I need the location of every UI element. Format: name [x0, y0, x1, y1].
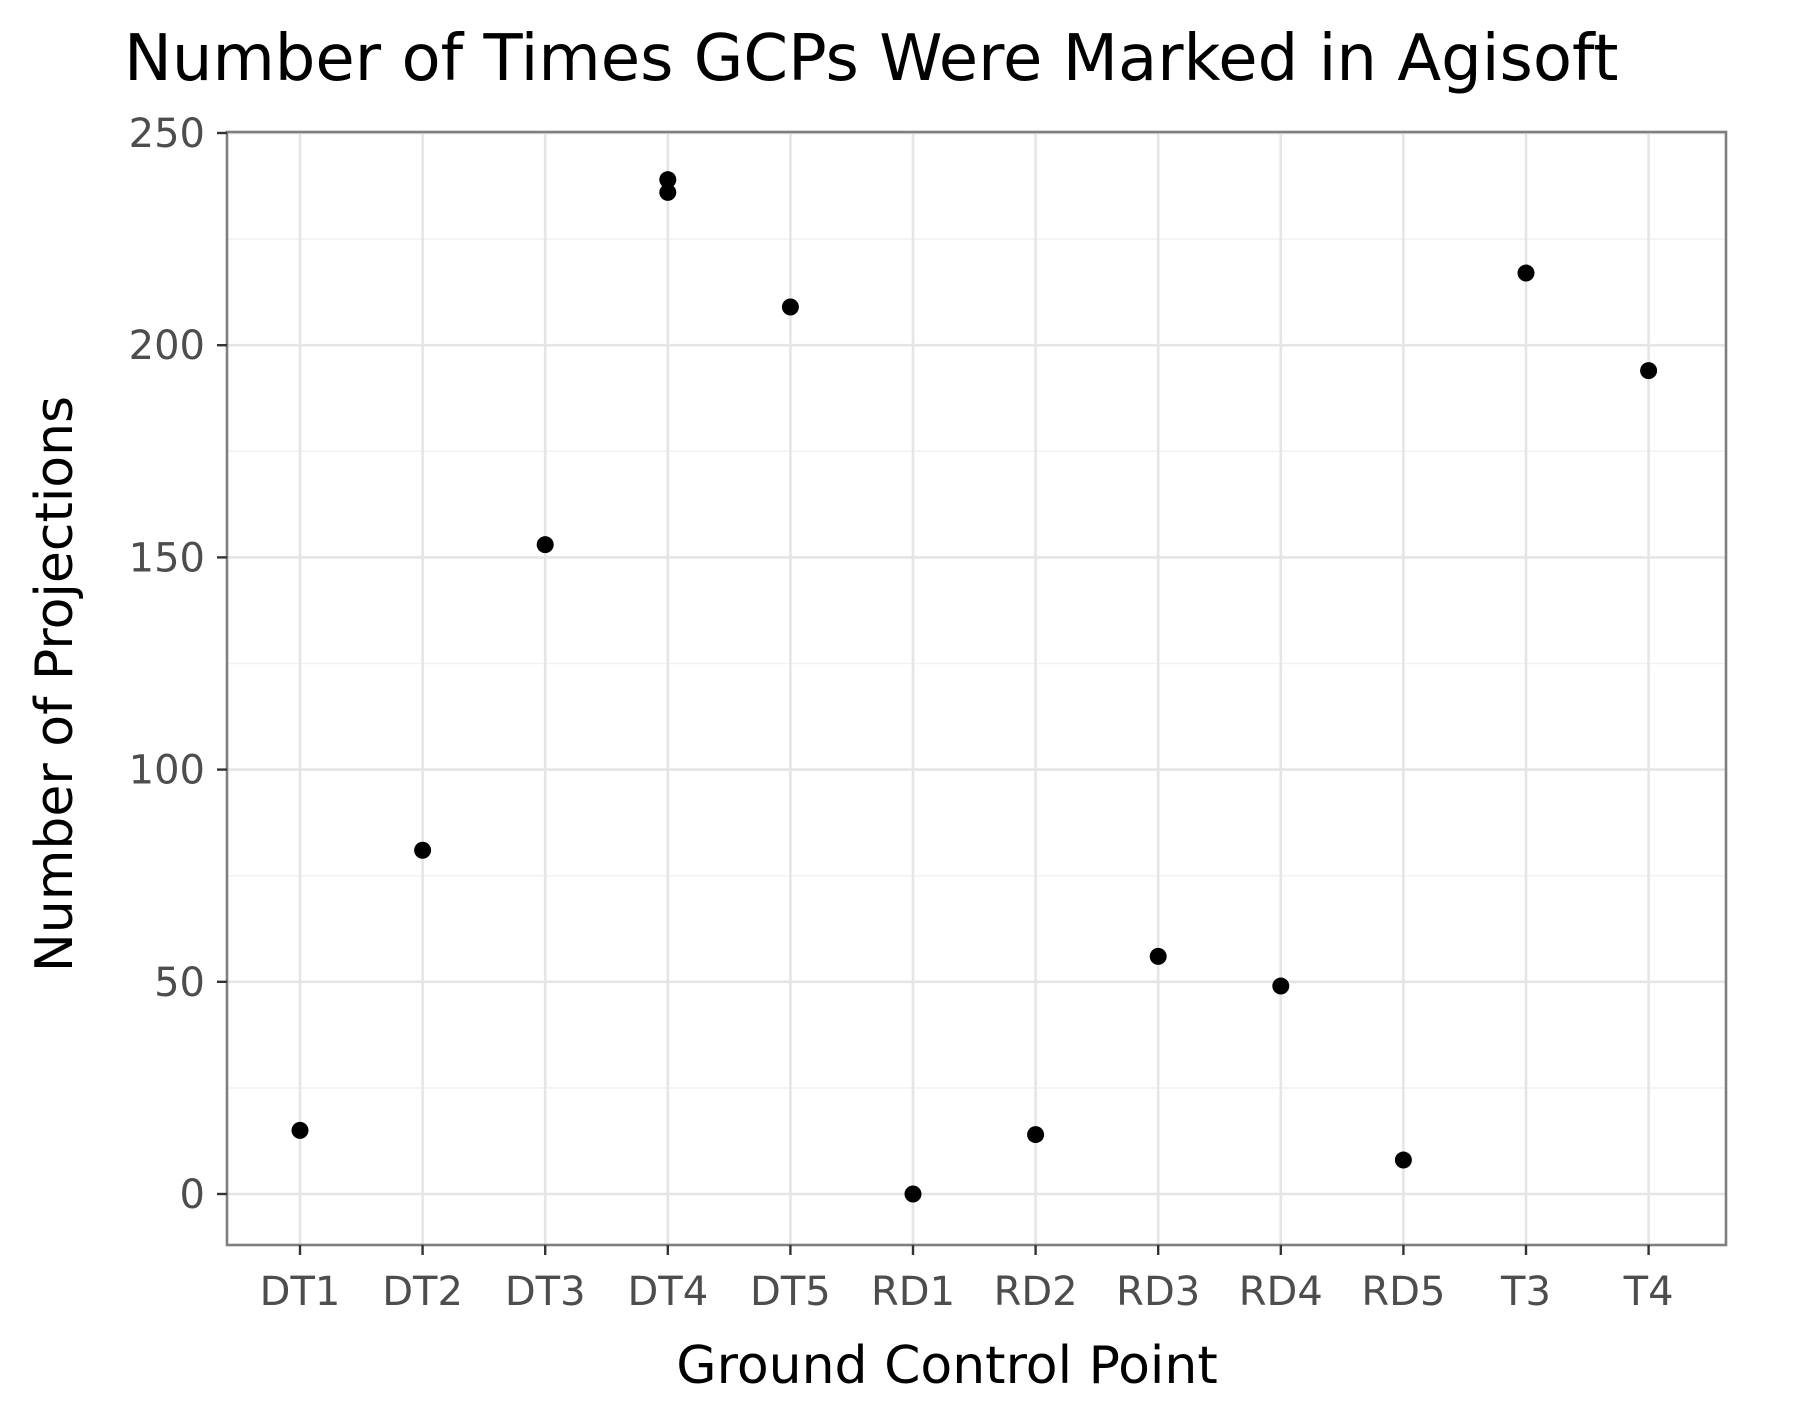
- data-point: [1517, 264, 1535, 282]
- x-tick-label: T3: [1500, 1269, 1551, 1315]
- data-point: [659, 183, 677, 201]
- x-tick-label: DT4: [627, 1269, 708, 1315]
- x-tick-label: RD4: [1239, 1269, 1323, 1315]
- data-point: [291, 1121, 309, 1139]
- data-point: [781, 298, 799, 316]
- y-tick-label: 50: [154, 960, 205, 1006]
- chart-title: Number of Times GCPs Were Marked in Agis…: [124, 22, 1619, 96]
- data-point: [536, 536, 554, 554]
- x-tick-label: RD2: [994, 1269, 1078, 1315]
- x-tick-label: DT2: [382, 1269, 463, 1315]
- data-point: [1640, 362, 1658, 380]
- grid: [227, 131, 1726, 1245]
- axis-tick-labels: 0 50 100 150 200 250 DT1 DT2 DT3 DT4 DT5 RD1 RD2 RD3 R…: [129, 111, 1674, 1315]
- data-point: [659, 171, 677, 189]
- x-tick-label: RD5: [1361, 1269, 1445, 1315]
- x-tick-label: DT1: [260, 1269, 341, 1315]
- axis-ticks: [217, 131, 1650, 1255]
- x-tick-label: RD1: [871, 1269, 955, 1315]
- data-point: [1394, 1151, 1412, 1169]
- data-point: [904, 1185, 922, 1203]
- y-axis-label: Number of Projections: [25, 396, 85, 972]
- plot-panel-border: [225, 130, 1728, 1247]
- x-tick-label: DT5: [750, 1269, 831, 1315]
- plot-panel-background: [227, 132, 1726, 1245]
- x-axis-label: Ground Control Point: [676, 1336, 1217, 1396]
- data-point: [414, 841, 432, 859]
- data-point: [1149, 947, 1167, 965]
- data-point: [1027, 1126, 1045, 1144]
- y-tick-label: 0: [180, 1172, 205, 1218]
- y-tick-label: 250: [129, 111, 205, 157]
- y-tick-label: 200: [129, 323, 205, 369]
- x-tick-label: T4: [1623, 1269, 1674, 1315]
- y-tick-label: 100: [129, 748, 205, 794]
- data-point: [1272, 977, 1290, 995]
- x-tick-label: RD3: [1116, 1269, 1200, 1315]
- data-points: [291, 171, 1658, 1203]
- x-tick-label: DT3: [505, 1269, 586, 1315]
- y-tick-label: 150: [129, 535, 205, 581]
